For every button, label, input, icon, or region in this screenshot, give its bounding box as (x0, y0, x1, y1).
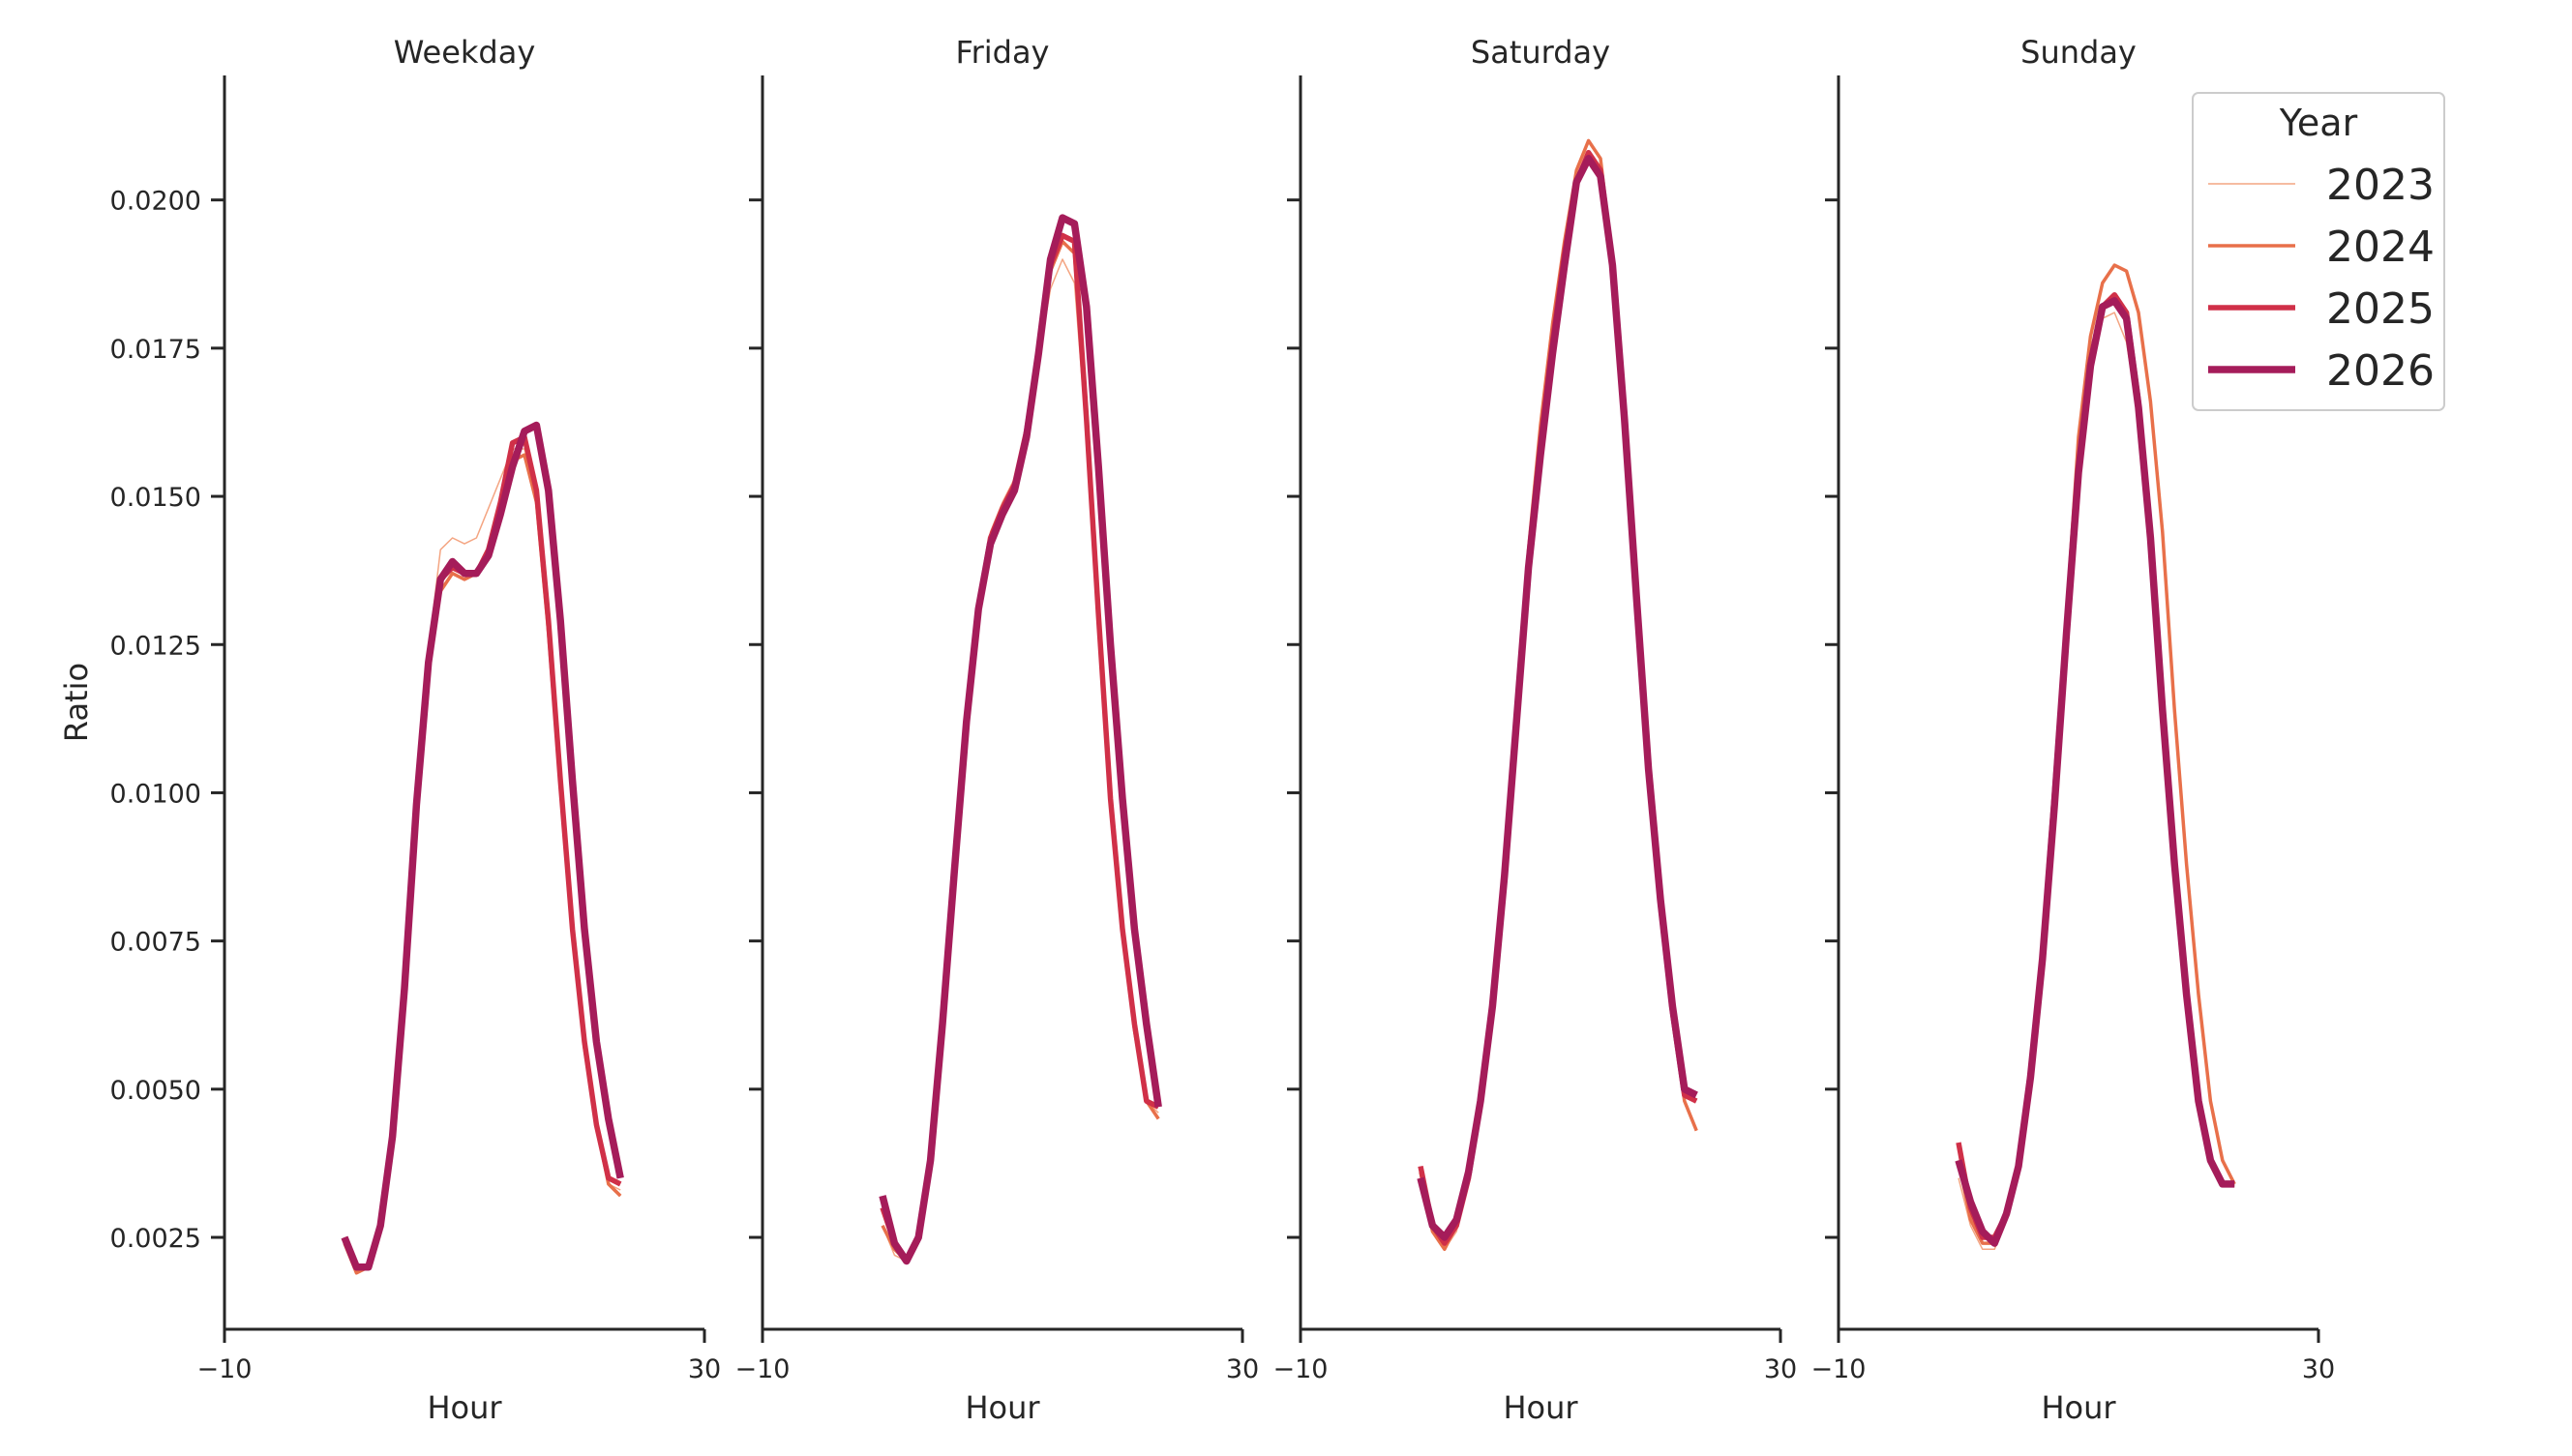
x-tick-label: −10 (735, 1354, 791, 1384)
series-line-2026 (1417, 155, 1698, 1241)
legend-title: Year (2279, 102, 2358, 144)
legend: Year 2023 2024 2025 2026 (2192, 92, 2445, 411)
y-tick-label: 0.0100 (110, 779, 201, 809)
series-line-2024 (1957, 263, 2236, 1245)
panel-sunday: Sunday −10 30 Hour (1811, 34, 2336, 1426)
x-tick-label: −10 (1811, 1354, 1867, 1384)
y-tick-label: 0.0075 (110, 928, 201, 958)
panel-saturday: Saturday −10 30 Hour (1273, 34, 1798, 1426)
series-line-2026 (1955, 297, 2235, 1247)
panel-title: Friday (956, 34, 1050, 71)
x-tick-label: 30 (1226, 1354, 1259, 1384)
y-tick-label: 0.0025 (110, 1224, 201, 1254)
x-axis-label: Hour (2041, 1389, 2116, 1426)
y-tick-label: 0.0200 (110, 187, 201, 217)
x-axis-label: Hour (965, 1389, 1040, 1426)
x-axis-label: Hour (1503, 1389, 1578, 1426)
y-tick-label: 0.0050 (110, 1076, 201, 1106)
series-line-2026 (341, 421, 624, 1271)
panel-title: Saturday (1471, 34, 1610, 71)
x-tick-label: −10 (1273, 1354, 1329, 1384)
x-tick-label: −10 (197, 1354, 253, 1384)
y-tick-label: 0.0150 (110, 483, 201, 513)
series-line-2023 (1958, 312, 2235, 1251)
x-axis-label: Hour (427, 1389, 502, 1426)
y-axis-label: Ratio (58, 663, 95, 742)
legend-box (2192, 92, 2445, 411)
y-tick-label: 0.0125 (110, 631, 201, 661)
panel-title: Sunday (2020, 34, 2137, 71)
legend-label-2025: 2025 (2326, 284, 2435, 334)
panel-title: Weekday (394, 34, 536, 71)
legend-label-2024: 2024 (2326, 223, 2435, 272)
series-line-2025 (1956, 291, 2235, 1240)
x-tick-label: 30 (1764, 1354, 1797, 1384)
x-tick-label: 30 (2302, 1354, 2335, 1384)
y-tick-label: 0.0175 (110, 335, 201, 365)
legend-label-2023: 2023 (2326, 161, 2435, 210)
x-tick-label: 30 (688, 1354, 721, 1384)
panel-friday: Friday −10 30 Hour (735, 34, 1260, 1426)
series-line-2026 (879, 214, 1162, 1265)
legend-label-2026: 2026 (2326, 346, 2435, 396)
panel-weekday: Weekday 0.0025 0.0050 0.0075 0.0100 0.0125 0.0… (110, 34, 722, 1426)
